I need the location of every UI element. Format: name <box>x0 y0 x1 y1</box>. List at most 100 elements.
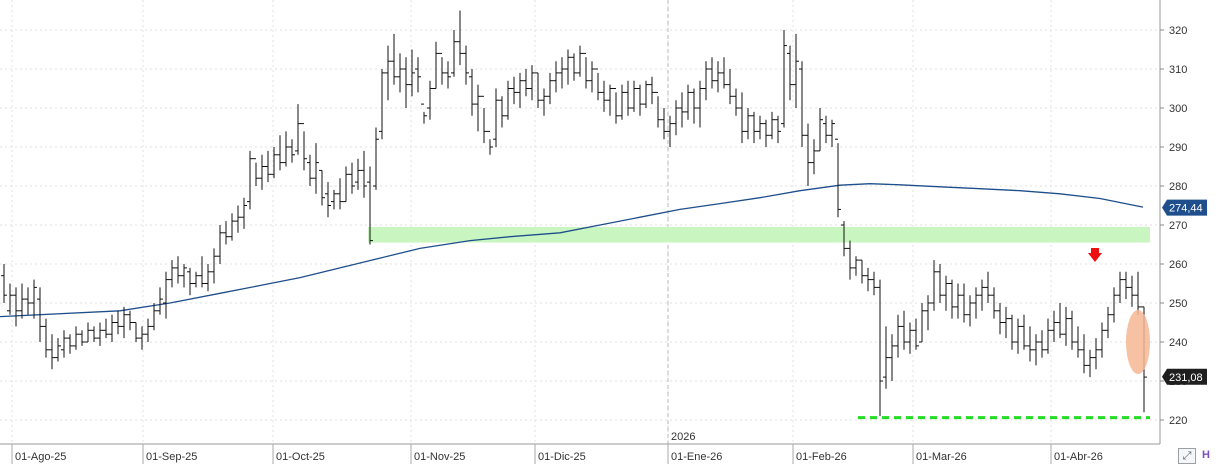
ohlc-bar <box>109 314 115 342</box>
ohlc-bar <box>217 225 223 264</box>
ohlc-bar <box>361 150 367 198</box>
ohlc-bar <box>1129 275 1135 307</box>
ohlc-bar <box>1081 334 1087 374</box>
ohlc-bar <box>727 69 733 105</box>
ohlc-bar <box>553 61 559 93</box>
ohlc-bar <box>859 259 865 284</box>
down-arrow-icon <box>1088 248 1102 262</box>
date-tick-label: 01-Dic-25 <box>538 451 586 463</box>
ohlc-bar <box>511 76 517 105</box>
ohlc-bar <box>733 88 739 116</box>
ohlc-bar <box>913 318 919 350</box>
ohlc-bar <box>607 84 613 116</box>
price-tick-label: 280 <box>1169 181 1187 193</box>
last-price-badge <box>1162 368 1207 385</box>
ohlc-bar <box>637 84 643 116</box>
ohlc-bar <box>67 334 73 354</box>
ohlc-bar <box>391 33 397 85</box>
ohlc-bar <box>505 80 511 120</box>
ohlc-bar <box>103 318 109 339</box>
ohlc-bar <box>577 45 583 77</box>
date-tick-label: 01-Sep-25 <box>146 451 197 463</box>
ohlc-bar <box>439 52 445 85</box>
ma-value-badge <box>1162 199 1207 216</box>
ohlc-bar <box>55 338 61 362</box>
ohlc-bar <box>265 150 271 183</box>
ohlc-bar <box>697 80 703 128</box>
ohlc-bar <box>745 108 751 140</box>
ohlc-bar <box>1063 306 1069 346</box>
ohlc-bar <box>457 10 463 66</box>
ohlc-bar <box>739 92 745 144</box>
ohlc-bar <box>931 260 937 311</box>
ohlc-bar <box>331 189 337 210</box>
ohlc-bar <box>559 57 565 89</box>
ohlc-bar <box>241 197 247 229</box>
ohlc-bar <box>325 182 331 218</box>
ohlc-bar <box>1117 271 1123 303</box>
ohlc-bar <box>955 283 961 319</box>
ohlc-bar <box>1009 314 1015 350</box>
ohlc-bar <box>169 260 175 288</box>
ohlc-bar <box>133 322 139 342</box>
moving-average-layer <box>0 183 1144 318</box>
ohlc-bar <box>1069 310 1075 350</box>
ohlc-bar <box>541 88 547 116</box>
ohlc-bar <box>421 103 427 124</box>
ohlc-bar <box>1135 271 1141 315</box>
ohlc-bar <box>613 88 619 124</box>
ohlc-bar <box>991 287 997 319</box>
ohlc-bar <box>679 92 685 128</box>
ohlc-bar <box>1105 306 1111 339</box>
ohlc-bar <box>535 72 541 108</box>
ohlc-bar <box>823 115 829 144</box>
ohlc-bar <box>595 68 601 101</box>
h-letter-icon[interactable]: H <box>1202 449 1210 461</box>
ohlc-bar <box>145 318 151 342</box>
annotations <box>858 248 1150 420</box>
zoom-fit-icon[interactable]: ⤢ <box>1178 448 1196 464</box>
ohlc-bar <box>19 283 25 319</box>
ohlc-bar <box>373 127 379 190</box>
highlight-ellipse <box>1126 310 1150 374</box>
ohlc-bar <box>865 267 871 292</box>
ohlc-bar <box>715 61 721 93</box>
ohlc-bar <box>835 138 841 218</box>
ohlc-bar <box>61 330 67 358</box>
ohlc-bar <box>73 326 79 350</box>
ohlc-bar <box>661 108 667 140</box>
ohlc-bar <box>967 295 973 327</box>
ohlc-bar <box>283 131 289 167</box>
ohlc-bar <box>259 154 265 190</box>
ohlc-bar <box>529 65 535 101</box>
ohlc-bar <box>1027 326 1033 362</box>
ohlc-bar <box>85 322 91 343</box>
ohlc-bar <box>487 130 493 155</box>
ohlc-bar <box>703 61 709 101</box>
ohlc-bar <box>139 326 145 350</box>
ohlc-bar <box>625 80 631 116</box>
ohlc-bar <box>817 108 823 152</box>
year-marker-label: 2026 <box>671 431 695 443</box>
ohlc-bar <box>301 123 307 171</box>
ohlc-bar <box>1123 271 1129 300</box>
ohlc-bar <box>1057 303 1063 339</box>
date-tick-label: 01-Oct-25 <box>276 451 325 463</box>
price-tick-label: 310 <box>1169 64 1187 76</box>
ohlc-bar <box>877 279 883 417</box>
ohlc-bar <box>1099 322 1105 358</box>
ohlc-bar <box>985 271 991 303</box>
ohlc-bar <box>643 80 649 108</box>
ohlc-bar <box>883 326 889 389</box>
ohlc-bar <box>937 264 943 303</box>
ohlc-bar <box>427 80 433 120</box>
ohlc-bar <box>91 326 97 342</box>
ohlc-bar <box>769 111 775 140</box>
ohlc-bar <box>805 123 811 186</box>
ohlc-bar <box>787 45 793 101</box>
ohlc-bar <box>907 322 913 354</box>
ohlc-bar <box>355 158 361 190</box>
ohlc-bar <box>271 147 277 179</box>
ohlc-bar <box>37 287 43 342</box>
ohlc-bar <box>1093 338 1099 370</box>
